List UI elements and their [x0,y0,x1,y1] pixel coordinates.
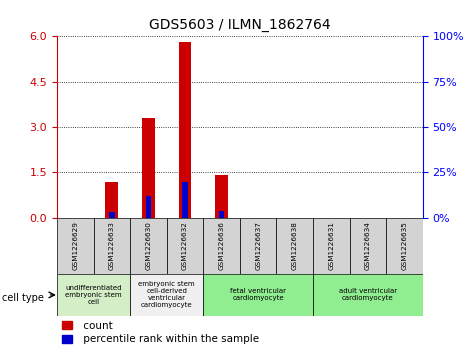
Text: GSM1226632: GSM1226632 [182,221,188,270]
Bar [146,196,151,218]
Bar [142,118,155,218]
Text: GSM1226633: GSM1226633 [109,221,115,270]
FancyBboxPatch shape [167,218,203,274]
FancyBboxPatch shape [57,218,94,274]
Bar [182,182,188,218]
Text: fetal ventricular
cardiomyocyte: fetal ventricular cardiomyocyte [230,289,286,301]
Text: GSM1226638: GSM1226638 [292,221,298,270]
Text: cell type: cell type [2,293,44,303]
Text: embryonic stem
cell-derived
ventricular
cardiomyocyte: embryonic stem cell-derived ventricular … [138,281,195,309]
Text: GSM1226629: GSM1226629 [72,221,78,270]
FancyBboxPatch shape [386,218,423,274]
Bar [219,211,224,218]
FancyBboxPatch shape [350,218,386,274]
Text: adult ventricular
cardiomyocyte: adult ventricular cardiomyocyte [339,289,397,301]
Legend:  count,  percentile rank within the sample: count, percentile rank within the sample [62,321,259,344]
Bar [179,42,191,218]
Title: GDS5603 / ILMN_1862764: GDS5603 / ILMN_1862764 [149,19,331,33]
FancyBboxPatch shape [313,274,423,316]
FancyBboxPatch shape [313,218,350,274]
Text: GSM1226631: GSM1226631 [328,221,334,270]
Text: GSM1226636: GSM1226636 [218,221,225,270]
Text: GSM1226635: GSM1226635 [401,221,408,270]
Text: undifferentiated
embryonic stem
cell: undifferentiated embryonic stem cell [65,285,122,305]
FancyBboxPatch shape [276,218,313,274]
FancyBboxPatch shape [203,218,240,274]
FancyBboxPatch shape [130,274,203,316]
Text: GSM1226634: GSM1226634 [365,221,371,270]
FancyBboxPatch shape [240,218,276,274]
Bar [215,175,228,218]
FancyBboxPatch shape [57,274,130,316]
Text: GSM1226637: GSM1226637 [255,221,261,270]
FancyBboxPatch shape [203,274,313,316]
Bar [109,212,114,218]
FancyBboxPatch shape [130,218,167,274]
Bar [105,182,118,218]
FancyBboxPatch shape [94,218,130,274]
Text: GSM1226630: GSM1226630 [145,221,152,270]
